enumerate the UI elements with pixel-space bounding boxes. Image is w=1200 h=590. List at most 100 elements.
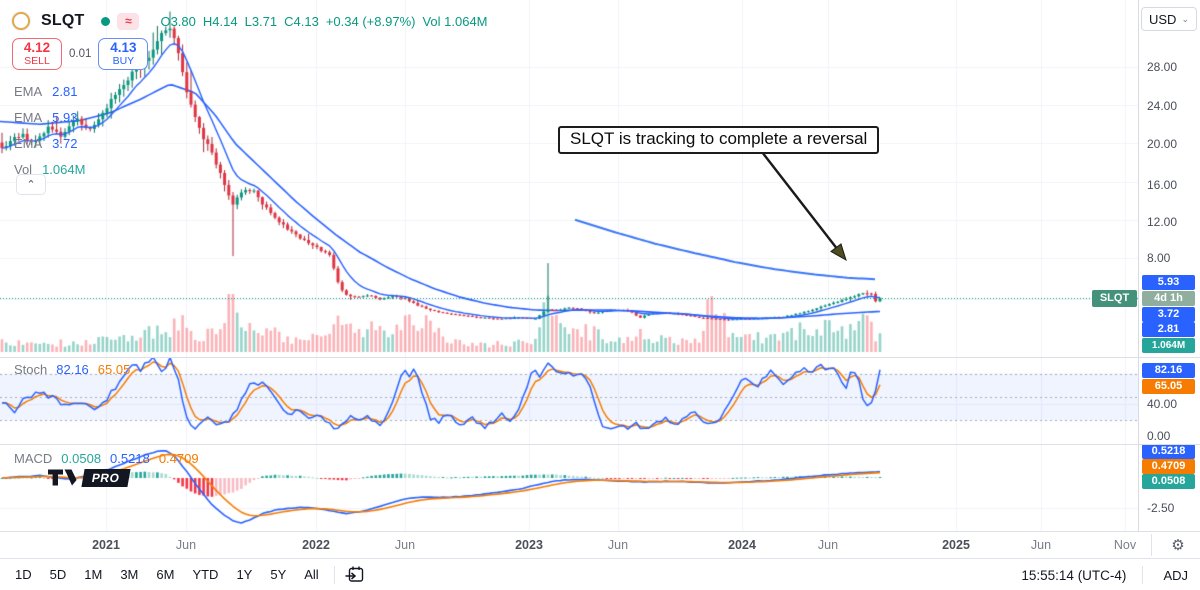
symbol-logo-icon (12, 12, 30, 30)
axis-divider (1151, 534, 1152, 556)
indicator-name: Vol (14, 161, 33, 177)
header: SLQT ≈ O3.80 H4.14 L3.71 C4.13 +0.34 (+8.97%… (12, 9, 488, 33)
price-axis-tick: 24.00 (1147, 99, 1178, 113)
macd-line-value: 0.5218 (110, 451, 150, 466)
axis-separator (0, 531, 1200, 532)
indicator-legend: EMA 2.81 EMA 5.93 EMA 3.72 Vol 1.064M ⌃ (14, 78, 85, 195)
price-axis-tick: 20.00 (1147, 137, 1178, 151)
price-axis-badge: 0.5218 (1142, 444, 1195, 459)
quote-part: L3.71 (244, 13, 278, 29)
macd-label[interactable]: MACD (14, 451, 53, 466)
time-axis-label: Jun (1030, 538, 1052, 552)
range-button-ytd[interactable]: YTD (192, 566, 219, 582)
price-axis-tick: 12.00 (1147, 215, 1178, 229)
indicator-value: 5.93 (52, 109, 78, 125)
macd-hist-value: 0.0508 (61, 451, 102, 466)
pane-separator[interactable] (0, 444, 1200, 445)
spread-value: 0.01 (69, 48, 92, 60)
chart-canvas[interactable] (0, 0, 1138, 531)
buy-price: 4.13 (110, 40, 137, 56)
time-axis-label: 2021 (92, 538, 120, 552)
range-button-1y[interactable]: 1Y (236, 566, 253, 582)
sell-label: SELL (24, 54, 50, 67)
macd-legend: MACD 0.0508 0.5218 0.4709 (14, 451, 199, 466)
price-axis[interactable]: 28.00 24.00 20.00 16.00 12.00 8.00 40.00 0.00 -2… (1138, 0, 1200, 531)
time-axis-label: 2025 (942, 538, 970, 552)
price-axis-badge: 65.05 (1142, 379, 1195, 394)
time-axis-label: 2022 (302, 538, 330, 552)
range-button-1d[interactable]: 1D (15, 566, 32, 582)
indicator-name: EMA (14, 83, 43, 99)
sell-price: 4.12 (23, 40, 51, 56)
stoch-d-value: 65.05 (97, 362, 131, 377)
quote-part: C4.13 (284, 13, 319, 29)
session-clock[interactable]: 15:55:14 (UTC-4) (1021, 567, 1127, 583)
price-axis-badge: 5.93 (1142, 275, 1195, 290)
indicator-row[interactable]: EMA 2.81 (14, 78, 85, 104)
buy-button[interactable]: 4.13 BUY (98, 38, 149, 70)
trade-buttons: 4.12 SELL 0.01 4.13 BUY (12, 38, 149, 70)
macd-signal-value: 0.4709 (158, 451, 199, 466)
indicator-value: 2.81 (52, 83, 78, 99)
time-axis-label: Jun (175, 538, 197, 552)
price-axis-tick: 8.00 (1147, 251, 1171, 265)
pro-badge: PRO (81, 468, 131, 487)
annotation-callout[interactable]: SLQT is tracking to complete a reversal (558, 126, 880, 154)
quote-part: O3.80 (160, 13, 196, 29)
symbol-name[interactable]: SLQT (41, 12, 85, 29)
pane-separator[interactable] (0, 357, 1200, 358)
range-buttons: 1D 5D 1M 3M 6M YTD 1Y 5Y All (0, 563, 328, 587)
range-button-1m[interactable]: 1M (84, 566, 103, 582)
time-axis-label: 2024 (728, 538, 756, 552)
toolbar-divider (333, 565, 335, 584)
range-button-5d[interactable]: 5D (49, 566, 67, 582)
price-axis-tick: 0.00 (1147, 429, 1171, 443)
currency-selector[interactable]: USD ⌄ (1141, 7, 1197, 31)
ohlc-quote: O3.80 H4.14 L3.71 C4.13 +0.34 (+8.97%) Vol 1.… (160, 14, 487, 29)
collapse-legend-button[interactable]: ⌃ (16, 174, 46, 195)
indicator-row[interactable]: EMA 5.93 (14, 104, 85, 130)
price-axis-tick: 16.00 (1147, 178, 1178, 192)
stoch-label[interactable]: Stoch (14, 362, 48, 377)
currency-label: USD (1149, 11, 1177, 27)
symbol-price-badge: SLQT (1092, 290, 1137, 307)
time-axis-label: Jun (394, 538, 416, 552)
indicator-row[interactable]: EMA 3.72 (14, 130, 85, 156)
time-axis-label: 2023 (515, 538, 543, 552)
price-axis-tick: -2.50 (1147, 501, 1175, 515)
tradingview-logo[interactable]: PRO (48, 468, 131, 487)
gear-icon[interactable]: ⚙ (1171, 537, 1185, 554)
toolbar-right: 15:55:14 (UTC-4) ADJ (1021, 559, 1192, 590)
price-axis-badge: 1.064M (1142, 338, 1195, 353)
chevron-down-icon: ⌄ (1181, 13, 1189, 24)
time-axis-label: Nov (1113, 538, 1137, 552)
indicator-name: EMA (14, 109, 43, 125)
indicator-name: EMA (14, 135, 43, 151)
quote-part: Vol 1.064M (422, 13, 488, 29)
indicator-value: 1.064M (42, 161, 86, 177)
quote-part: H4.14 (202, 13, 238, 29)
quote-part: +0.34 (+8.97%) (325, 13, 416, 29)
approximate-price-icon: ≈ (117, 12, 140, 30)
toolbar-divider (1142, 566, 1144, 584)
adjust-data-toggle[interactable]: ADJ (1163, 567, 1188, 583)
market-status-icon (101, 16, 111, 26)
price-axis-badge: 4d 1h (1142, 291, 1195, 306)
range-button-6m[interactable]: 6M (156, 566, 175, 582)
price-axis-badge: 82.16 (1142, 363, 1195, 378)
sell-button[interactable]: 4.12 SELL (12, 38, 62, 70)
time-axis[interactable]: ⚙ 2021 Jun 2022 Jun 2023 Jun 2024 Jun 2025 Jun Nov (0, 532, 1200, 558)
time-axis-label: Jun (817, 538, 839, 552)
price-axis-tick: 40.00 (1147, 397, 1178, 411)
stoch-k-value: 82.16 (56, 362, 89, 377)
price-axis-badge: 0.4709 (1142, 459, 1195, 474)
stoch-legend: Stoch 82.16 65.05 (14, 362, 130, 377)
range-button-5y[interactable]: 5Y (270, 566, 287, 582)
range-button-3m[interactable]: 3M (120, 566, 139, 582)
range-button-all[interactable]: All (304, 566, 319, 582)
go-to-date-button[interactable] (341, 563, 369, 587)
indicator-row[interactable]: Vol 1.064M (14, 156, 85, 182)
price-axis-tick: 28.00 (1147, 60, 1178, 74)
price-axis-badge: 3.72 (1142, 307, 1195, 322)
